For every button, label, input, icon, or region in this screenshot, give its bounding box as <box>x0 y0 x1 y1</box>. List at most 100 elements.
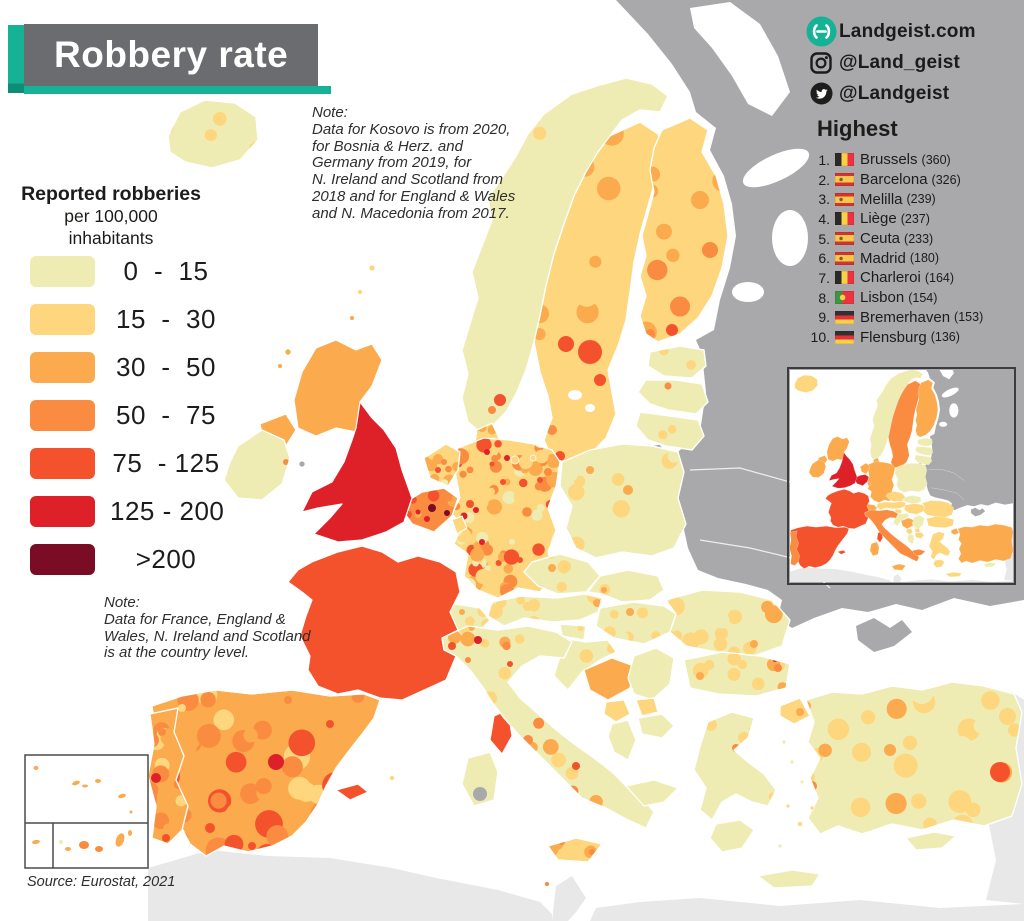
flag-spain-icon <box>835 251 854 265</box>
twitter-icon <box>803 82 839 105</box>
main-map-layer <box>147 0 1024 921</box>
title-underline <box>24 86 331 94</box>
inset-map-overview <box>790 370 1013 582</box>
highest-item: 1. Brussels (360) <box>806 150 1024 170</box>
legend-swatch <box>30 447 95 479</box>
rank-number: 9. <box>818 309 830 326</box>
legend-item: 30 - 50 <box>30 343 222 391</box>
legend-range-label: 30 - 50 <box>116 351 216 382</box>
website-link[interactable]: Landgeist.com <box>803 16 976 47</box>
instagram-link[interactable]: @Land_geist <box>803 47 976 78</box>
rank-number: 8. <box>818 289 830 306</box>
city-name: Flensburg <box>860 328 927 346</box>
city-value: (326) <box>931 172 961 187</box>
city-name: Brussels <box>860 151 918 169</box>
flag-spain-icon <box>835 232 854 246</box>
highest-item: 4. Liège (237) <box>806 209 1024 229</box>
city-value: (180) <box>909 251 940 266</box>
rank-number: 1. <box>818 151 830 168</box>
flag-spain-icon <box>835 192 854 206</box>
inset-islands <box>24 754 149 869</box>
city-name: Charleroi <box>860 269 921 287</box>
highest-item: 7. Charleroi (164) <box>806 268 1024 288</box>
legend-title-line2: per 100,000 <box>64 206 158 226</box>
legend-range-label: 125 - 200 <box>110 495 225 526</box>
city-value: (154) <box>908 290 938 305</box>
city-value: (360) <box>921 152 951 167</box>
legend-title-line1: Reported robberies <box>21 183 201 205</box>
landgeist-logo-icon <box>803 16 839 47</box>
city-value: (233) <box>904 231 934 246</box>
highest-item: 9. Bremerhaven (153) <box>806 308 1024 328</box>
map-region-peloponnese <box>709 819 755 853</box>
title-accent-bar <box>8 25 24 93</box>
highest-item: 8. Lisbon (154) <box>806 288 1024 308</box>
highest-item: 6. Madrid (180) <box>806 248 1024 268</box>
inset-region-turkey <box>957 523 1013 564</box>
highest-item: 5. Ceuta (233) <box>806 229 1024 249</box>
city-value: (239) <box>906 192 936 207</box>
flag-belgium-icon <box>835 271 854 285</box>
city-name: Melilla <box>860 190 903 208</box>
branding-block: Landgeist.com @Land_geist @Landgeist <box>803 16 976 109</box>
legend: 0 - 15 15 - 30 30 - 50 50 - 75 75 - 125 125 -… <box>30 247 225 583</box>
map-region-ireland <box>223 429 291 501</box>
city-name: Liège <box>860 210 897 228</box>
legend-swatch <box>30 351 95 383</box>
map-region-latvia <box>637 379 709 415</box>
legend-swatch <box>30 399 95 431</box>
city-name: Madrid <box>860 249 906 267</box>
city-value: (153) <box>954 310 984 325</box>
twitter-handle[interactable]: @Landgeist <box>839 82 950 104</box>
note-country-level: Note: Data for France, England & Wales, … <box>104 594 311 662</box>
map-region-kosovo <box>635 697 659 717</box>
city-name: Lisbon <box>860 289 905 307</box>
legend-swatch <box>30 495 95 527</box>
flag-spain-icon <box>835 173 854 187</box>
legend-swatch <box>30 543 95 575</box>
map-region-crete <box>757 869 821 889</box>
legend-item: 75 - 125 <box>30 439 222 487</box>
website-label[interactable]: Landgeist.com <box>839 20 976 42</box>
rank-number: 3. <box>818 191 830 208</box>
source-credit: Source: Eurostat, 2021 <box>27 874 176 890</box>
rank-number: 10. <box>810 329 830 346</box>
title-banner: Robbery rate <box>24 24 318 86</box>
rank-number: 7. <box>818 269 830 286</box>
city-name: Bremerhaven <box>860 308 951 326</box>
flag-germany-icon <box>835 330 854 344</box>
city-value: (237) <box>900 211 930 226</box>
legend-title: Reported robberies per 100,000 inhabitan… <box>0 184 222 249</box>
flag-belgium-icon <box>835 212 854 226</box>
city-value: (164) <box>924 270 955 285</box>
map-region-turkey_eu <box>779 697 811 725</box>
inset-map-border <box>787 367 1016 585</box>
highest-heading: Highest <box>817 116 898 141</box>
legend-range-label: 0 - 15 <box>123 255 209 286</box>
rank-number: 2. <box>818 171 830 188</box>
legend-item: 50 - 75 <box>30 391 222 439</box>
instagram-handle[interactable]: @Land_geist <box>839 51 961 73</box>
flag-portugal-icon <box>835 291 854 305</box>
city-name: Barcelona <box>860 171 928 189</box>
map-region-balearics <box>335 783 369 801</box>
legend-item: >200 <box>30 535 222 583</box>
map-region-montenegro <box>603 699 631 723</box>
instagram-icon <box>803 51 839 75</box>
legend-title-line3: inhabitants <box>68 228 154 248</box>
map-region-cyprus <box>905 831 957 851</box>
legend-range-label: 50 - 75 <box>116 399 216 430</box>
legend-item: 125 - 200 <box>30 487 225 535</box>
twitter-link[interactable]: @Landgeist <box>803 78 976 109</box>
rank-number: 4. <box>818 210 830 227</box>
legend-range-label: 75 - 125 <box>112 447 220 478</box>
inset-region-france <box>825 489 870 529</box>
legend-item: 0 - 15 <box>30 247 222 295</box>
legend-range-label: >200 <box>135 543 197 574</box>
highest-item: 2. Barcelona (326) <box>806 170 1024 190</box>
legend-item: 15 - 30 <box>30 295 222 343</box>
highest-item: 3. Melilla (239) <box>806 189 1024 209</box>
city-value: (136) <box>930 330 960 345</box>
legend-range-label: 15 - 30 <box>116 303 216 334</box>
